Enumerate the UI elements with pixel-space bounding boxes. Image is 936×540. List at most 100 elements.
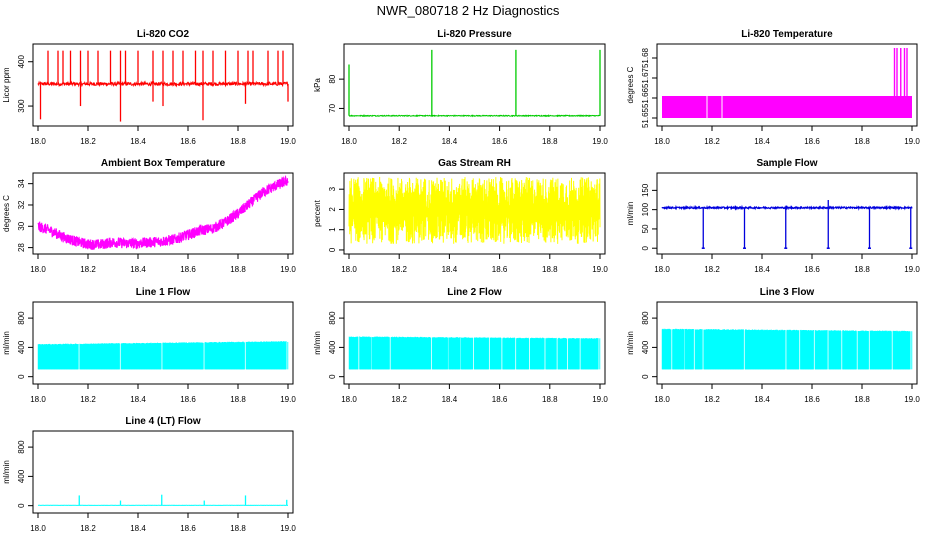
x-tick-label: 18.6 xyxy=(180,524,196,533)
x-tick-label: 19.0 xyxy=(592,137,608,146)
y-axis-label: ml/min xyxy=(626,202,635,226)
y-tick-label: 400 xyxy=(641,340,650,354)
data-series xyxy=(661,204,913,211)
y-axis-label: ml/min xyxy=(626,331,635,355)
panel-ambient-box-temperature: Ambient Box Temperature degrees C 18.0 18.2… xyxy=(2,158,296,274)
chart-title: Li-820 CO2 xyxy=(137,29,190,40)
chart-title: Ambient Box Temperature xyxy=(101,158,226,169)
plot-frame xyxy=(32,172,294,255)
x-tick-label: 18.8 xyxy=(230,395,246,404)
y-axis-label: ml/min xyxy=(2,460,11,484)
x-tick-label: 19.0 xyxy=(592,265,608,274)
x-tick-label: 18.4 xyxy=(442,265,458,274)
chart-title: Line 1 Flow xyxy=(136,287,191,298)
y-tick-label: 2 xyxy=(328,207,337,212)
panel-line-1-flow: Line 1 Flow ml/min 18.0 18.2 18.4 18.6 18.8 19.… xyxy=(2,287,296,404)
chart-title: Li-820 Pressure xyxy=(437,29,512,40)
x-tick-label: 19.0 xyxy=(280,395,296,404)
x-tick-label: 18.0 xyxy=(341,137,357,146)
x-tick-label: 18.2 xyxy=(391,137,407,146)
plot-frame xyxy=(32,301,294,385)
y-tick-label: 51.67 xyxy=(641,67,650,88)
x-tick-label: 18.8 xyxy=(230,137,246,146)
y-tick-label: 300 xyxy=(17,99,26,113)
x-tick-label: 18.4 xyxy=(130,265,146,274)
x-tick-label: 18.6 xyxy=(492,265,508,274)
y-tick-label: 800 xyxy=(328,311,337,325)
x-tick-label: 18.0 xyxy=(30,265,46,274)
x-tick-label: 19.0 xyxy=(904,137,920,146)
y-tick-label: 34 xyxy=(17,179,26,188)
y-tick-label: 0 xyxy=(328,247,337,252)
x-tick-label: 19.0 xyxy=(280,524,296,533)
x-tick-label: 18.8 xyxy=(230,265,246,274)
chart-title: Li-820 Temperature xyxy=(741,29,833,40)
plot-frame xyxy=(32,43,294,127)
x-tick-label: 18.6 xyxy=(180,265,196,274)
data-series xyxy=(348,177,601,244)
plot-frame xyxy=(32,430,294,514)
x-tick-label: 18.2 xyxy=(80,524,96,533)
y-tick-label: 0 xyxy=(328,374,337,379)
y-tick-label: 70 xyxy=(328,103,337,112)
x-tick-label: 18.6 xyxy=(804,265,820,274)
x-tick-label: 19.0 xyxy=(592,395,608,404)
x-tick-label: 18.6 xyxy=(492,137,508,146)
panel-gas-stream-rh: Gas Stream RH percent 18.0 18.2 18.4 18.6 18.8… xyxy=(313,158,608,274)
x-tick-label: 18.8 xyxy=(542,265,558,274)
x-tick-label: 18.8 xyxy=(854,265,870,274)
plot-frame xyxy=(656,43,918,127)
data-series xyxy=(37,174,289,250)
y-tick-label: 3 xyxy=(328,186,337,191)
panel-li820-temperature: Li-820 Temperature degrees C 18.0 18.2 18.4 1… xyxy=(626,29,920,146)
y-axis-label: percent xyxy=(313,199,322,226)
chart-title: Line 4 (LT) Flow xyxy=(125,416,201,427)
y-tick-label: 0 xyxy=(17,374,26,379)
chart-title: Sample Flow xyxy=(756,158,817,169)
y-tick-label: 400 xyxy=(17,340,26,354)
y-tick-label: 28 xyxy=(17,243,26,252)
y-tick-label: 51.65 xyxy=(641,107,650,128)
x-tick-label: 18.2 xyxy=(704,395,720,404)
y-tick-label: 50 xyxy=(641,224,650,233)
y-tick-label: 800 xyxy=(17,440,26,454)
x-tick-label: 18.8 xyxy=(542,137,558,146)
x-tick-label: 18.0 xyxy=(654,265,670,274)
figure-title: NWR_080718 2 Hz Diagnostics xyxy=(377,3,560,18)
plot-frame xyxy=(343,43,606,127)
x-tick-label: 19.0 xyxy=(904,265,920,274)
x-tick-label: 18.2 xyxy=(704,137,720,146)
panel-li820-co2: Li-820 CO2 Licor ppm 18.0 18.2 18.4 18.6 18.8 1… xyxy=(2,29,296,146)
x-tick-label: 18.0 xyxy=(341,395,357,404)
data-band xyxy=(662,96,912,118)
y-tick-label: 32 xyxy=(17,200,26,209)
x-tick-label: 18.0 xyxy=(30,395,46,404)
y-tick-label: 400 xyxy=(17,469,26,483)
x-tick-label: 18.0 xyxy=(654,395,670,404)
x-tick-label: 18.6 xyxy=(180,395,196,404)
x-tick-label: 18.6 xyxy=(804,395,820,404)
y-tick-label: 51.68 xyxy=(641,47,650,68)
x-tick-label: 18.0 xyxy=(30,524,46,533)
y-tick-label: 0 xyxy=(641,245,650,250)
y-tick-label: 800 xyxy=(641,311,650,325)
plot-frame xyxy=(656,301,918,385)
y-tick-label: 400 xyxy=(17,55,26,69)
x-tick-label: 18.4 xyxy=(130,395,146,404)
x-tick-label: 18.2 xyxy=(391,395,407,404)
x-tick-label: 18.4 xyxy=(754,265,770,274)
x-tick-label: 19.0 xyxy=(280,265,296,274)
x-tick-label: 18.8 xyxy=(854,137,870,146)
y-tick-label: 51.66 xyxy=(641,87,650,108)
x-tick-label: 18.4 xyxy=(130,137,146,146)
data-series xyxy=(348,114,601,118)
x-tick-label: 18.8 xyxy=(542,395,558,404)
x-tick-label: 18.0 xyxy=(30,137,46,146)
y-tick-label: 1 xyxy=(328,227,337,232)
x-tick-label: 18.4 xyxy=(130,524,146,533)
x-tick-label: 18.2 xyxy=(80,265,96,274)
chart-title: Line 3 Flow xyxy=(760,287,815,298)
panel-li820-pressure: Li-820 Pressure kPa 18.0 18.2 18.4 18.6 18.8 19… xyxy=(313,29,608,146)
x-tick-label: 18.0 xyxy=(341,265,357,274)
y-tick-label: 80 xyxy=(328,74,337,83)
